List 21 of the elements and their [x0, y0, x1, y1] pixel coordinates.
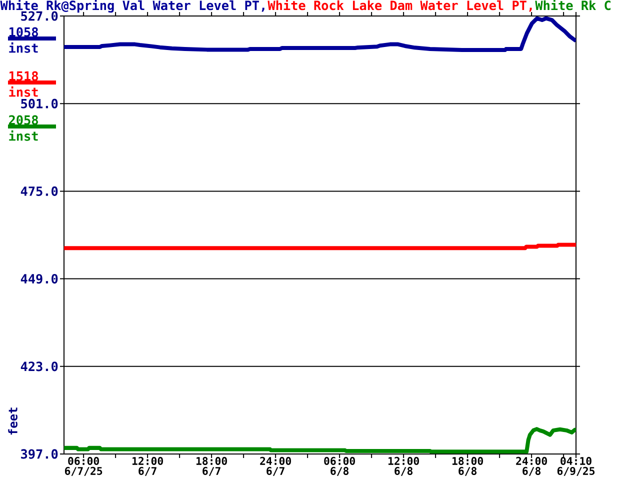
y-tick-label: 527.0 [21, 11, 58, 21]
y-tick-label: 449.0 [20, 274, 58, 284]
x-tick-label: 24:00 6/8 [516, 456, 547, 476]
x-tick-label: 06:00 6/8 [324, 456, 355, 476]
x-tick-label: 12:00 6/8 [388, 456, 419, 476]
y-tick-label: 423.0 [20, 362, 58, 372]
y-tick-label: 501.0 [21, 98, 58, 108]
y-tick-label: 397.0 [21, 449, 58, 459]
y-tick-label: 475.0 [20, 186, 58, 196]
x-tick-label: 12:00 6/7 [132, 456, 163, 476]
text: 1058 inst [9, 27, 38, 53]
y-axis-title: feet [8, 408, 18, 435]
x-tick-label: 18:00 6/7 [196, 456, 227, 476]
text: White Rk C [535, 0, 610, 10]
x-tick-label: 06:00 6/7/25 [64, 456, 102, 476]
x-tick-label: 04:10 6/9/25 [557, 456, 595, 476]
x-tick-label: 24:00 6/7 [260, 456, 291, 476]
text: 1518 inst [9, 71, 38, 97]
text: 2058 inst [8, 115, 38, 141]
text: White Rock Lake Dam Water Level PT, [268, 0, 532, 12]
x-tick-label: 18:00 6/8 [452, 456, 483, 476]
